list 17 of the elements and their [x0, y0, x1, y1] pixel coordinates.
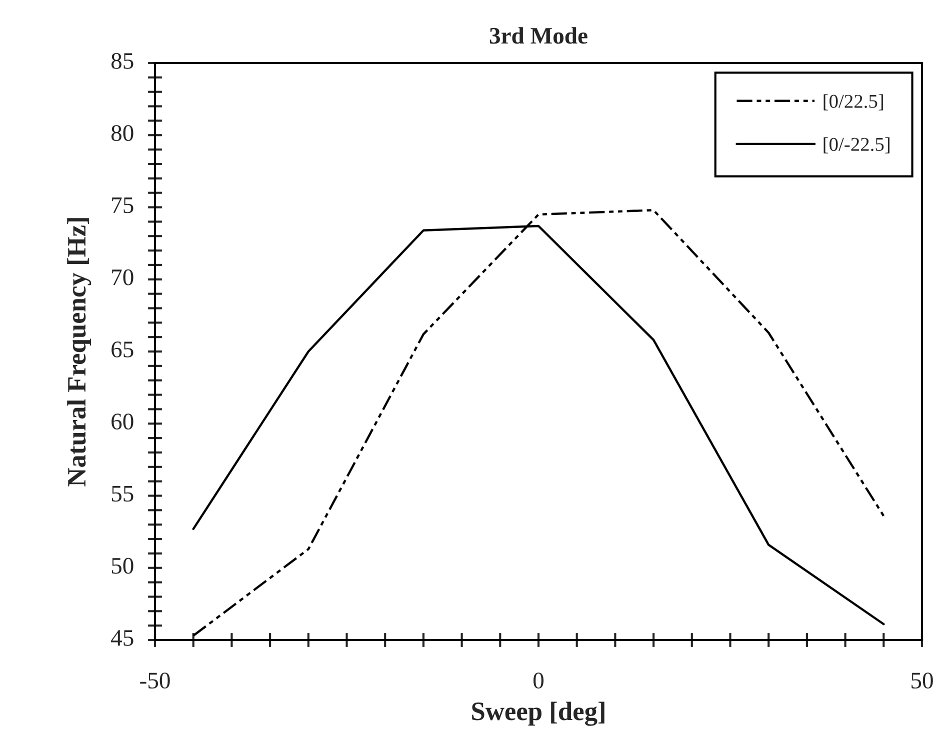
y-tick-label: 65 — [112, 342, 134, 358]
x-axis-title: Sweep [deg] — [472, 702, 604, 726]
y-tick-label: 85 — [111, 52, 134, 69]
y-tick-label: 60 — [112, 414, 134, 430]
y-tick-label: 45 — [111, 630, 134, 646]
y-tick-label: 55 — [112, 486, 134, 502]
y-tick-label: 50 — [112, 558, 134, 574]
legend-label: [0/-22.5] — [824, 137, 890, 154]
legend-label: [0/22.5] — [824, 94, 883, 110]
y-tick-label: 80 — [111, 125, 134, 142]
x-tick-label: 50 — [912, 672, 933, 689]
x-tick-label: -50 — [140, 672, 170, 689]
x-tick-label: 0 — [533, 672, 544, 689]
y-axis-title: Natural Frequency [Hz] — [67, 218, 92, 486]
chart-title: 3rd Mode — [490, 27, 588, 44]
y-tick-label: 70 — [112, 269, 134, 286]
y-tick-label: 75 — [112, 197, 134, 214]
